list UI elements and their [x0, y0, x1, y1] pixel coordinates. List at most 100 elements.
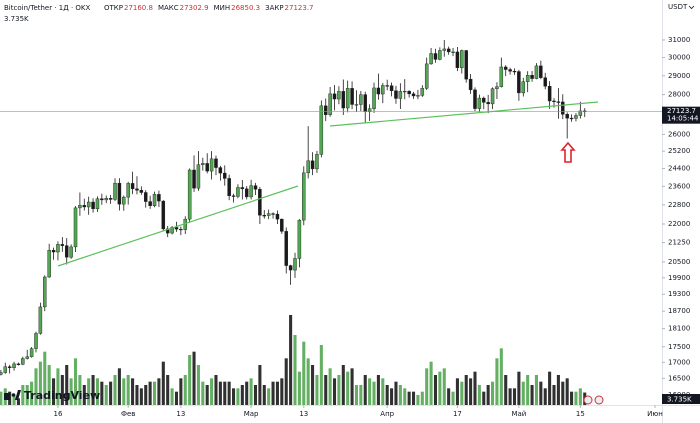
currency[interactable]: USDT [668, 3, 688, 11]
candle-body [231, 195, 236, 197]
candle-body [319, 105, 324, 155]
volume-bar [223, 381, 227, 405]
y-tick-label: 28000 [668, 91, 690, 99]
candle-body [424, 63, 429, 89]
candle-body [499, 66, 504, 87]
candle-body [341, 91, 346, 109]
volume-bar [548, 371, 552, 405]
y-tick-label: 17000 [668, 358, 690, 366]
candle-body [345, 88, 350, 109]
candle-body [214, 158, 218, 168]
volume-bar [363, 375, 367, 405]
arrow [560, 141, 576, 163]
ohlc-value: 27123.7 [285, 4, 314, 12]
candle-body [367, 108, 372, 112]
volume-bar [302, 341, 306, 405]
candle-body [433, 53, 438, 60]
candle-body [490, 88, 495, 105]
candle-body [135, 188, 139, 191]
candle-body [451, 51, 455, 53]
volume-bar [512, 388, 517, 405]
volume-badge-box [662, 394, 700, 404]
candle-body [34, 333, 38, 349]
candle-body [43, 276, 47, 308]
volume-bar [499, 348, 503, 405]
volume-bar [433, 375, 438, 405]
volume-bar [152, 381, 157, 405]
volume-bar [289, 315, 293, 405]
volume-bar [205, 385, 209, 405]
event-flag[interactable] [594, 395, 604, 405]
x-tick-label: Июн [647, 410, 663, 418]
volume-bar [240, 385, 244, 405]
candle-body [51, 250, 56, 253]
candle-body [508, 69, 512, 72]
y-tick-label: 18100 [668, 325, 690, 333]
volume-bar [284, 358, 288, 405]
trend-line [329, 101, 599, 127]
candle-body [468, 78, 473, 91]
currency-caret [688, 5, 695, 10]
last-price-label: 27123.7 [667, 107, 696, 115]
volume-bar [306, 358, 310, 405]
volume-bar [455, 378, 459, 405]
ohlc-label: МАКС [158, 4, 179, 12]
candle-body [297, 219, 302, 259]
volume-bar [95, 378, 99, 405]
candle-body [315, 154, 319, 170]
candle-body [446, 48, 451, 53]
candle-body [126, 183, 130, 198]
candle-body [64, 245, 69, 258]
candle-body [385, 85, 389, 87]
volume-bar [78, 375, 82, 405]
volume-bar [539, 381, 543, 405]
candle-body [363, 94, 367, 112]
candle-body [69, 246, 73, 258]
trend-line [57, 185, 299, 267]
candle-body [565, 114, 569, 119]
candle-body [7, 366, 12, 368]
volume-bar [534, 375, 538, 405]
candle-body [266, 213, 271, 216]
y-tick-label: 16500 [668, 374, 690, 382]
event-flag[interactable] [583, 395, 593, 405]
x-tick-label: Фев [121, 410, 135, 418]
candle-body [21, 358, 25, 365]
volume-bar [122, 378, 126, 405]
candle-body [3, 366, 8, 373]
volume-bar [43, 351, 47, 405]
volume-bar [368, 378, 372, 405]
volume-bar [337, 375, 341, 405]
candle-body [100, 198, 104, 201]
volume-badge: 3.735K [667, 396, 692, 404]
y-tick-label: 21250 [668, 239, 690, 247]
volume-bar [157, 378, 161, 405]
candle-body [82, 205, 87, 208]
candle-body [429, 53, 433, 65]
volume-bar [543, 388, 547, 405]
volume-bar [570, 391, 574, 405]
volume-bar [495, 358, 499, 405]
candle-body [328, 93, 332, 115]
candle-body [78, 205, 82, 209]
logo-icon [4, 393, 10, 400]
candle-body [534, 65, 539, 79]
volume-bar [135, 385, 139, 405]
last-price-box [662, 106, 700, 124]
y-tick-label: 20500 [668, 258, 690, 266]
volume-bar [139, 388, 143, 405]
volume-bar [372, 381, 376, 405]
y-tick-label: 30000 [668, 54, 690, 62]
volume-bar [25, 385, 29, 405]
volume-bar [429, 361, 433, 405]
volume-bar [420, 391, 424, 405]
volume-bar [196, 365, 200, 405]
candle-body [495, 86, 499, 89]
candle-body [174, 227, 179, 230]
candle-body [205, 163, 209, 172]
volume-bar [469, 378, 473, 405]
volume-bar [460, 381, 464, 405]
ohlc-value: 27302.9 [180, 4, 209, 12]
volume-bar [350, 368, 354, 405]
